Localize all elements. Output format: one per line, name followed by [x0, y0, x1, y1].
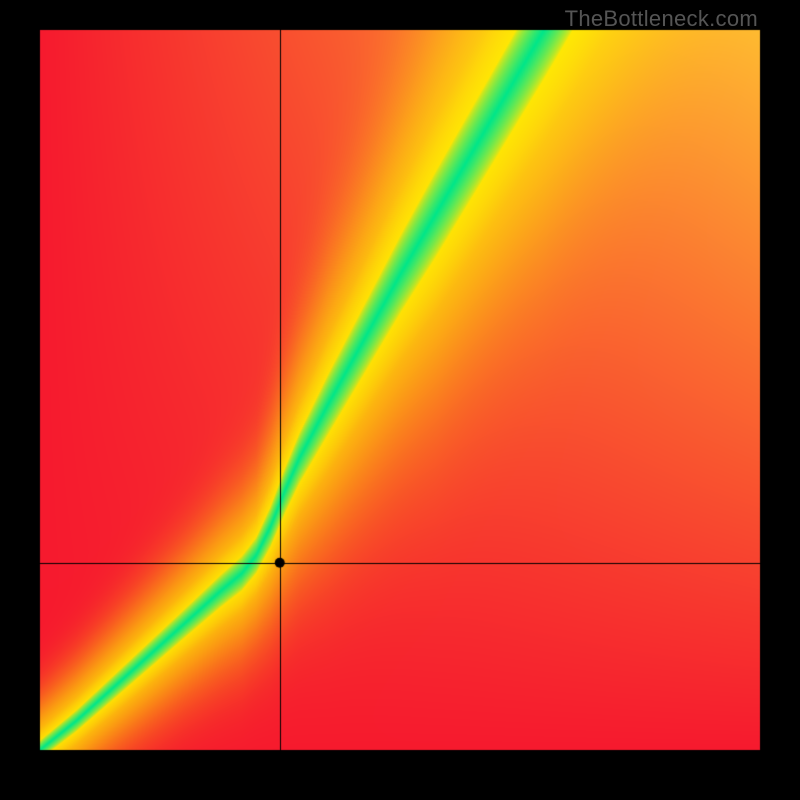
- bottleneck-heatmap: [0, 0, 800, 800]
- watermark-text: TheBottleneck.com: [565, 6, 758, 32]
